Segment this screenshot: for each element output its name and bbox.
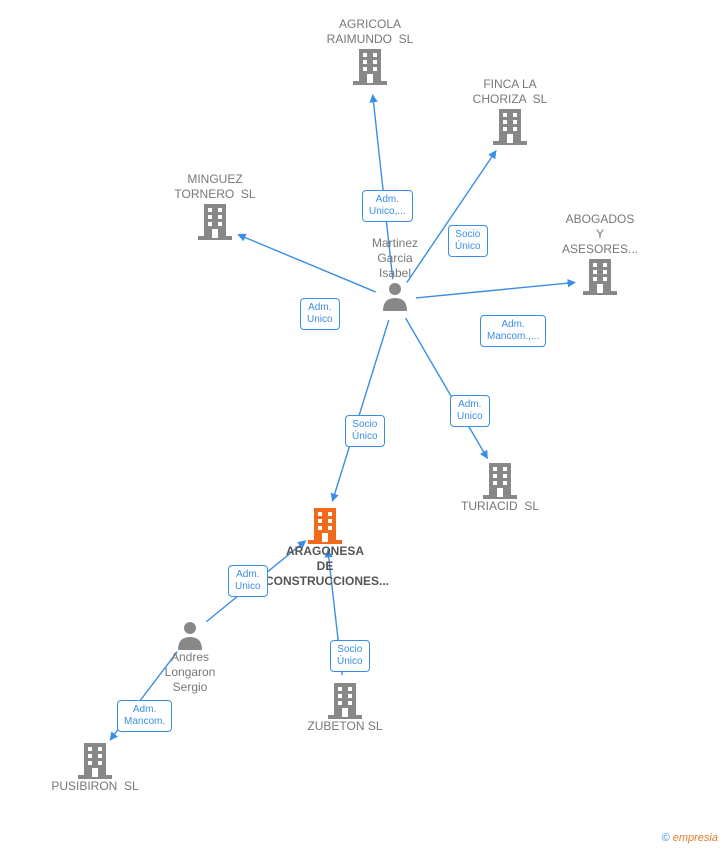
node-agricola: AGRICOLA RAIMUNDO SL (310, 17, 430, 85)
building-icon (285, 681, 405, 719)
building-icon (450, 107, 570, 145)
edge-label: Socio Único (345, 415, 385, 447)
node-minguez: MINGUEZ TORNERO SL (155, 172, 275, 240)
edge-line (406, 318, 488, 458)
edge-label: Socio Único (448, 225, 488, 257)
building-icon (35, 741, 155, 779)
edge-label: Adm. Mancom.,... (480, 315, 546, 347)
edge-label: Socio Único (330, 640, 370, 672)
edge-line (332, 320, 388, 501)
node-andres: Andres Longaron Sergio (130, 620, 250, 695)
building-icon (440, 461, 560, 499)
node-label: MINGUEZ TORNERO SL (155, 172, 275, 202)
building-icon (310, 47, 430, 85)
building-icon (540, 257, 660, 295)
building-icon (265, 506, 385, 544)
copyright-symbol: © (662, 832, 670, 844)
node-martinez: Martinez Garcia Isabel (335, 236, 455, 311)
node-pusibiron: PUSIBIRON SL (35, 741, 155, 794)
node-finca: FINCA LA CHORIZA SL (450, 77, 570, 145)
node-zubeton: ZUBETON SL (285, 681, 405, 734)
edge-label: Adm. Unico (300, 298, 340, 330)
node-label: Martinez Garcia Isabel (335, 236, 455, 281)
node-label: ZUBETON SL (285, 719, 405, 734)
node-label: ABOGADOS Y ASESORES... (540, 212, 660, 257)
node-label: Andres Longaron Sergio (130, 650, 250, 695)
node-abogados: ABOGADOS Y ASESORES... (540, 212, 660, 295)
copyright: © empresia (662, 832, 718, 844)
node-label: TURIACID SL (440, 499, 560, 514)
edge-label: Adm. Unico (228, 565, 268, 597)
copyright-brand: empresia (673, 832, 718, 844)
node-turiacid: TURIACID SL (440, 461, 560, 514)
edge-label: Adm. Mancom. (117, 700, 172, 732)
node-label: AGRICOLA RAIMUNDO SL (310, 17, 430, 47)
person-icon (130, 620, 250, 650)
node-label: ARAGONESA DE CONSTRUCCIONES... (265, 544, 385, 589)
building-icon (155, 202, 275, 240)
edge-label: Adm. Unico (450, 395, 490, 427)
node-label: PUSIBIRON SL (35, 779, 155, 794)
node-aragonesa: ARAGONESA DE CONSTRUCCIONES... (265, 506, 385, 589)
person-icon (335, 281, 455, 311)
edge-label: Adm. Unico,... (362, 190, 413, 222)
node-label: FINCA LA CHORIZA SL (450, 77, 570, 107)
